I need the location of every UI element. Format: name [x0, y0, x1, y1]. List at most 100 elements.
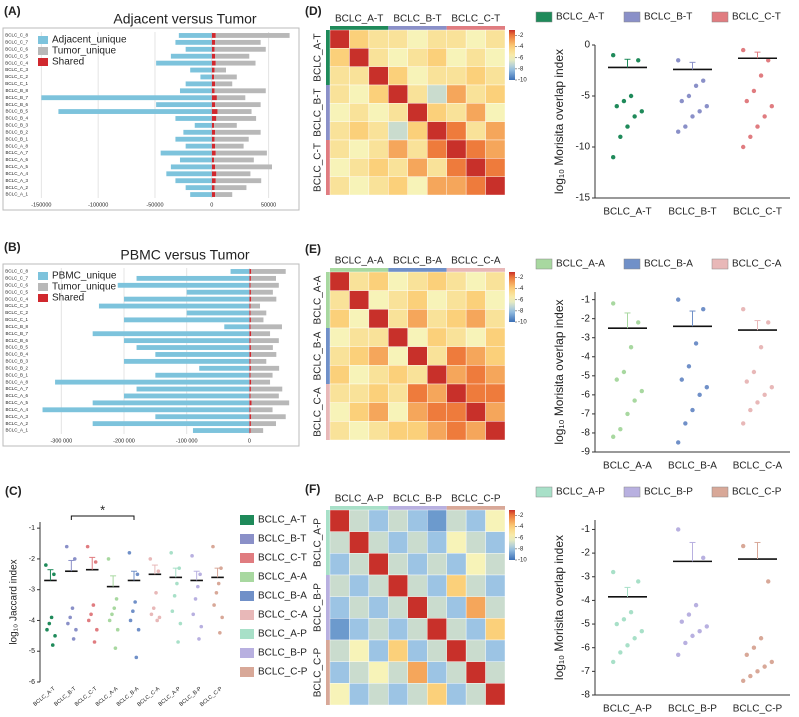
point — [766, 320, 771, 325]
bar — [249, 393, 251, 399]
bar — [190, 67, 212, 73]
bar — [214, 185, 247, 191]
y-tick-label: -7 — [581, 409, 590, 420]
heatmap-cell — [388, 574, 408, 597]
colorbar-tick-label: -4 — [518, 44, 524, 50]
heatmap-cell — [407, 158, 428, 177]
legend-swatch — [240, 534, 254, 544]
bar — [211, 33, 216, 38]
heatmap-cell — [368, 139, 389, 159]
heatmap-cell — [465, 48, 486, 67]
group-label: BCLC_C-T — [451, 14, 500, 25]
point — [697, 628, 702, 634]
heatmap-cell — [446, 271, 467, 291]
heatmap-cell — [427, 639, 447, 662]
legend-label: BCLC_B-T — [258, 534, 306, 545]
point — [625, 124, 630, 129]
bar — [155, 414, 250, 420]
heatmap-cell — [368, 383, 389, 403]
point — [199, 624, 204, 629]
heatmap-cell — [388, 683, 408, 706]
heatmap-cell — [446, 421, 467, 441]
point — [49, 615, 54, 620]
heatmap-cell — [368, 365, 389, 385]
point — [611, 155, 616, 160]
bar — [214, 67, 226, 73]
point — [632, 114, 637, 119]
colorbar-tick-label: -2 — [518, 33, 524, 39]
x-tick-label: BCLC_C-A — [733, 461, 783, 472]
x-tick-label: BCLC_B-A — [668, 461, 717, 472]
point — [176, 640, 180, 644]
heatmap-cell — [407, 531, 428, 554]
heatmap-cell — [349, 509, 370, 532]
bar — [215, 81, 233, 87]
bar — [250, 358, 267, 364]
bar — [136, 345, 250, 350]
y-tick-label: BCLC_C_6 — [5, 46, 28, 51]
heatmap-cell — [485, 596, 506, 619]
heatmap-cell — [368, 553, 389, 576]
group-label: BCLC_A-A — [313, 275, 324, 324]
point — [218, 630, 222, 635]
group-strip — [326, 30, 330, 85]
bar — [211, 178, 216, 184]
x-tick-label: BCLC_C-P — [199, 686, 224, 708]
heatmap-cell — [349, 176, 370, 196]
bar — [250, 345, 273, 350]
group-label: BCLC_C-P — [451, 494, 501, 505]
group-strip — [446, 268, 505, 272]
group-label: BCLC_C-T — [313, 143, 324, 192]
heatmap-cell — [465, 402, 486, 422]
point — [762, 114, 767, 119]
point — [91, 603, 96, 607]
heatmap-cell — [485, 531, 506, 554]
legend-label: BCLC_A-A — [258, 572, 307, 583]
heatmap-cell — [446, 639, 467, 662]
point — [679, 98, 684, 104]
bar — [185, 185, 212, 191]
heatmap-cell — [349, 383, 370, 403]
point — [611, 53, 616, 58]
y-tick-label: BCLC_B_4 — [5, 116, 28, 121]
heatmap-cell — [485, 176, 506, 196]
bar — [249, 310, 251, 316]
bar — [251, 352, 277, 357]
plot-frame — [2, 27, 300, 211]
bar — [136, 275, 250, 281]
legend-swatch — [240, 610, 254, 620]
point — [683, 124, 688, 129]
heatmap-cell — [329, 365, 350, 385]
point — [693, 341, 699, 346]
heatmap-cell — [388, 103, 408, 122]
bar — [58, 109, 212, 114]
heatmap-cell — [427, 327, 447, 347]
point — [690, 407, 695, 413]
heatmap-cell — [388, 176, 408, 196]
heatmap-cell — [329, 596, 350, 619]
heatmap-cell — [485, 139, 506, 159]
heatmap-cell — [446, 661, 467, 684]
heatmap-cell — [388, 121, 408, 141]
point — [614, 377, 619, 382]
bar — [155, 372, 250, 378]
bar — [214, 74, 237, 80]
point — [128, 618, 133, 623]
heatmap-cell — [329, 553, 350, 576]
legend-swatch — [240, 572, 254, 582]
bar — [124, 338, 250, 344]
y-tick-label: -3 — [581, 332, 590, 343]
point — [211, 544, 215, 549]
heatmap-cell — [427, 309, 447, 329]
point — [704, 104, 709, 109]
point — [751, 645, 757, 650]
point — [751, 88, 757, 94]
heatmap-cell — [329, 683, 350, 706]
heatmap-cell — [349, 48, 370, 67]
heatmap-cell — [407, 103, 428, 122]
point — [66, 621, 70, 626]
legend-label: BCLC_C-T — [732, 12, 781, 23]
heatmap-cell — [349, 84, 370, 104]
heatmap-cell — [465, 553, 486, 576]
point — [93, 560, 98, 564]
